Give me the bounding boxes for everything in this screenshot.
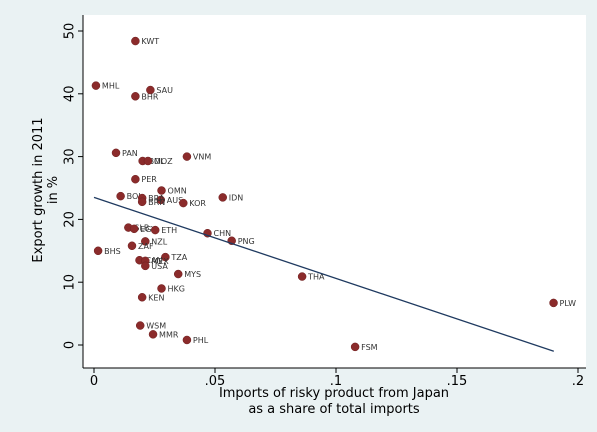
point-label: PER bbox=[141, 175, 157, 184]
point-label: NZL bbox=[151, 237, 167, 246]
data-point bbox=[150, 225, 160, 235]
point-label: KEN bbox=[148, 293, 164, 302]
point-label: BOL bbox=[149, 157, 166, 166]
point-label: TZA bbox=[170, 253, 187, 262]
point-label: VNM bbox=[193, 153, 211, 162]
x-ticks: 0 .05 .1 .15 .2 bbox=[90, 368, 584, 389]
data-point bbox=[131, 174, 140, 184]
point-label: CHN bbox=[213, 229, 231, 238]
point-label: HKG bbox=[168, 284, 185, 293]
x-axis-title-line-2: as a share of total imports bbox=[248, 402, 420, 417]
point-label: EGY bbox=[140, 225, 156, 234]
y-tick-label: 40 bbox=[63, 86, 78, 103]
point-label: KWT bbox=[141, 37, 159, 46]
data-point bbox=[127, 241, 137, 251]
fitted-line bbox=[93, 196, 555, 352]
data-point bbox=[135, 321, 145, 330]
point-label: SAU bbox=[156, 86, 173, 95]
point-label: BRN bbox=[148, 198, 165, 207]
point-label: OMN bbox=[168, 187, 187, 196]
data-point bbox=[137, 293, 147, 302]
point-label: AUS bbox=[167, 196, 183, 205]
point-label: MEX bbox=[151, 257, 169, 266]
data-point bbox=[148, 330, 158, 339]
y-tick-label: 30 bbox=[63, 148, 78, 165]
y-axis-title-line-2: in % bbox=[46, 176, 61, 204]
point-label: KOR bbox=[189, 199, 206, 208]
point-label: PAN bbox=[122, 149, 138, 158]
point-label: SLB bbox=[134, 224, 149, 233]
point-label: BRA bbox=[148, 194, 165, 203]
data-point bbox=[156, 195, 166, 205]
y-tick-label: 20 bbox=[63, 211, 78, 228]
point-label: PNG bbox=[238, 237, 255, 246]
point-label: MMR bbox=[159, 330, 179, 339]
x-tick-label: .05 bbox=[205, 374, 226, 389]
y-ticks: 0 10 20 30 40 50 bbox=[63, 23, 83, 349]
point-label: PHL bbox=[193, 336, 209, 345]
data-point bbox=[182, 335, 192, 345]
x-tick-label: .1 bbox=[330, 374, 342, 389]
data-point bbox=[93, 246, 103, 256]
x-tick-label: .15 bbox=[447, 374, 468, 389]
data-point bbox=[179, 198, 188, 208]
x-tick-label: 0 bbox=[90, 374, 98, 389]
y-tick-label: 0 bbox=[63, 341, 78, 349]
data-point bbox=[157, 284, 166, 293]
data-point bbox=[137, 197, 147, 207]
data-point bbox=[182, 152, 192, 161]
point-label: ZAF bbox=[138, 242, 154, 251]
point-label: CAN bbox=[145, 256, 162, 265]
data-point bbox=[111, 148, 121, 158]
data-point bbox=[297, 272, 307, 281]
data-point bbox=[141, 261, 150, 271]
point-label: THA bbox=[307, 273, 325, 282]
point-label: BOL bbox=[127, 192, 144, 201]
point-label: BHS bbox=[104, 247, 121, 256]
plot-area bbox=[83, 15, 586, 368]
point-label: ETH bbox=[161, 226, 177, 235]
data-point bbox=[549, 298, 558, 308]
point-label: USA bbox=[151, 262, 168, 271]
point-label: MOZ bbox=[154, 157, 173, 166]
data-point bbox=[173, 269, 183, 279]
x-axis-title-line-1: Imports of risky product from Japan bbox=[219, 386, 449, 401]
data-point bbox=[131, 92, 140, 101]
point-label: FSM bbox=[361, 343, 378, 352]
data-point bbox=[146, 85, 155, 95]
y-tick-label: 50 bbox=[63, 23, 78, 40]
data-point bbox=[131, 36, 140, 46]
data-point bbox=[218, 193, 227, 202]
point-label: BHR bbox=[141, 92, 159, 101]
point-label: IDN bbox=[229, 193, 244, 202]
data-point bbox=[141, 237, 150, 246]
y-tick-label: 10 bbox=[63, 274, 78, 291]
x-tick-label: .2 bbox=[572, 374, 584, 389]
data-point bbox=[161, 252, 170, 262]
point-label: MYS bbox=[184, 270, 201, 279]
y-axis-title-line-1: Export growth in 2011 bbox=[31, 117, 46, 262]
data-point bbox=[116, 191, 125, 201]
data-point bbox=[91, 81, 101, 90]
point-label: WSM bbox=[146, 322, 166, 331]
point-label: PLW bbox=[560, 299, 577, 308]
data-point bbox=[129, 224, 139, 234]
point-label: MHL bbox=[102, 82, 120, 91]
data-point bbox=[143, 156, 153, 166]
data-point bbox=[350, 342, 360, 352]
data-point bbox=[157, 186, 166, 195]
